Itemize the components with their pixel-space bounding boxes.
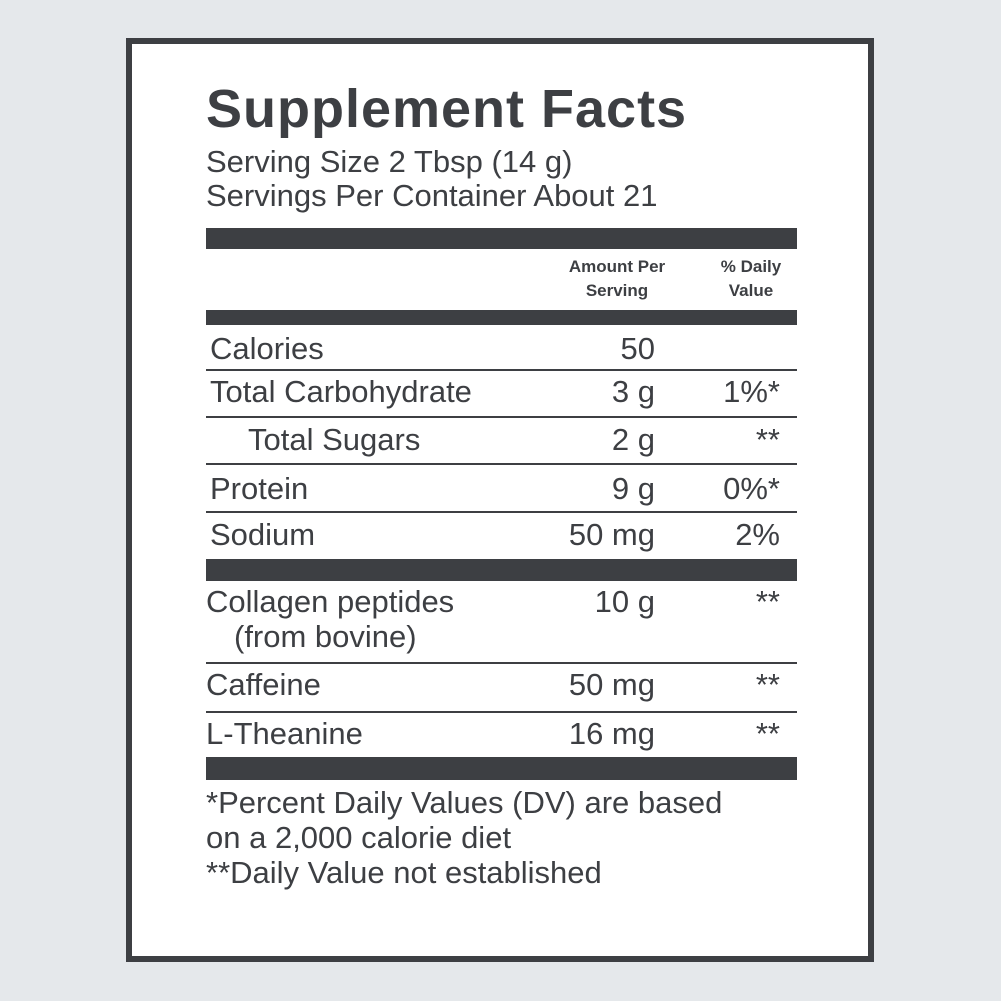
footnote: on a 2,000 calorie diet (206, 820, 512, 855)
amount-header-line2: Serving (585, 281, 649, 300)
amount-header-line1: Amount Per (568, 257, 666, 276)
servings-per-container: Servings Per Container About 21 (206, 178, 658, 213)
nutrient-name: Protein (210, 471, 309, 506)
ingredient-row: Caffeine 50 mg ** (206, 665, 797, 705)
serving-size: Serving Size 2 Tbsp (14 g) (206, 144, 573, 179)
ingredient-row: L-Theanine 16 mg ** (206, 714, 797, 754)
ingredient-row: Collagen peptides 10 g ** (206, 582, 797, 622)
row-divider (206, 369, 797, 371)
row-divider (206, 463, 797, 465)
nutrient-amount: 50 mg (568, 517, 655, 552)
nutrient-amount: 9 g (611, 471, 655, 506)
amount-column-header: Amount Per Serving (547, 255, 687, 303)
ingredient-dv: ** (755, 716, 780, 751)
nutrient-row: Total Sugars 2 g ** (206, 420, 797, 460)
nutrient-name: Total Carbohydrate (210, 374, 472, 409)
divider-bar (206, 228, 797, 249)
page-title: Supplement Facts (206, 79, 688, 139)
row-divider (206, 416, 797, 418)
row-divider (206, 711, 797, 713)
footnote: *Percent Daily Values (DV) are based (206, 785, 723, 820)
nutrient-name: Sodium (210, 517, 316, 552)
ingredient-dv: ** (755, 584, 780, 619)
ingredient-name: L-Theanine (206, 716, 363, 751)
ingredient-source: (from bovine) (234, 619, 417, 654)
nutrient-row: Sodium 50 mg 2% (206, 515, 797, 555)
divider-bar (206, 310, 797, 325)
nutrient-row: Total Carbohydrate 3 g 1%* (206, 372, 797, 412)
nutrient-amount: 3 g (611, 374, 655, 409)
nutrient-dv: 1%* (723, 374, 780, 409)
row-divider (206, 511, 797, 513)
nutrient-dv: 2% (735, 517, 780, 552)
ingredient-row-continued: (from bovine) (206, 617, 797, 657)
nutrient-dv: 0%* (723, 471, 780, 506)
ingredient-name: Collagen peptides (206, 584, 455, 619)
divider-bar (206, 757, 797, 780)
dv-header-line2: Value (728, 281, 774, 300)
nutrient-row: Protein 9 g 0%* (206, 469, 797, 509)
ingredient-amount: 16 mg (568, 716, 655, 751)
divider-bar (206, 559, 797, 581)
supplement-facts-panel (126, 38, 874, 962)
dv-column-header: % Daily Value (700, 255, 802, 303)
ingredient-dv: ** (755, 667, 780, 702)
nutrient-name: Calories (210, 331, 324, 366)
nutrient-row: Calories 50 (206, 329, 797, 369)
row-divider (206, 662, 797, 664)
nutrient-dv: ** (755, 422, 780, 457)
nutrient-amount: 2 g (611, 422, 655, 457)
footnote: **Daily Value not established (206, 855, 602, 890)
ingredient-amount: 10 g (594, 584, 655, 619)
dv-header-line1: % Daily (720, 257, 782, 276)
ingredient-amount: 50 mg (568, 667, 655, 702)
ingredient-name: Caffeine (206, 667, 321, 702)
nutrient-amount: 50 (620, 331, 655, 366)
nutrient-name: Total Sugars (248, 422, 421, 457)
